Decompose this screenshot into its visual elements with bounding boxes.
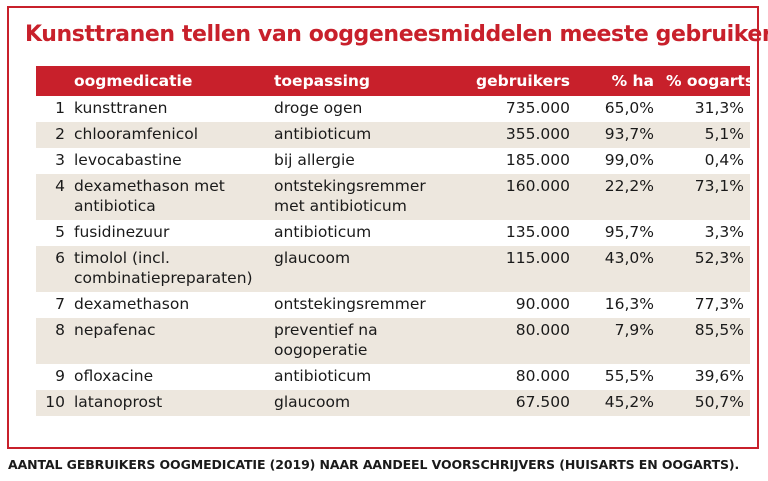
header-oogmedicatie: oogmedicatie (68, 66, 268, 96)
data-table: oogmedicatie toepassing gebruikers % ha … (36, 66, 754, 416)
cell-rank: 8 (36, 318, 68, 364)
cell-pct-ha: 43,0% (576, 246, 660, 292)
cell-rank: 10 (36, 390, 68, 416)
table-row: 2 chlooramfenicol antibioticum 355.000 9… (36, 122, 750, 148)
header-rank (36, 66, 68, 96)
cell-pct-oogarts: 31,3% (694, 99, 744, 117)
cell-toepassing: ontstekingsremmer met antibioticum (268, 174, 452, 220)
cell-gebruikers: 135.000 (505, 223, 570, 241)
cell-pct-oogarts: 0,4% (704, 151, 744, 169)
cell-toepassing: preventief na oogoperatie (268, 318, 452, 364)
table-frame: Kunsttranen tellen van ooggeneesmiddelen… (7, 6, 768, 449)
cell-pct-oogarts: 5,1% (660, 122, 750, 148)
cell-toepassing: antibioticum (274, 367, 372, 385)
cell-gebruikers: 355.000 (452, 122, 576, 148)
header-toepassing: toepassing (268, 66, 452, 96)
cell-pct-oogarts: 39,6% (694, 367, 744, 385)
table-row: 9 ofloxacine antibioticum 80.000 55,5% 3… (36, 364, 750, 390)
cell-toepassing: glaucoom (268, 390, 452, 416)
cell-gebruikers: 80.000 (452, 318, 576, 364)
cell-pct-ha: 65,0% (604, 99, 654, 117)
cell-pct-ha: 16,3% (604, 295, 654, 313)
header-row: oogmedicatie toepassing gebruikers % ha … (36, 66, 754, 96)
cell-oogmedicatie: latanoprost (68, 390, 268, 416)
cell-rank: 9 (55, 367, 65, 385)
cell-oogmedicatie: fusidinezuur (74, 223, 170, 241)
chart-title: Kunsttranen tellen van ooggeneesmiddelen… (25, 22, 768, 47)
cell-pct-ha: 45,2% (576, 390, 660, 416)
cell-toepassing: droge ogen (274, 99, 363, 117)
cell-oogmedicatie: dexamethason (74, 295, 190, 313)
cell-pct-oogarts: 50,7% (660, 390, 750, 416)
cell-pct-ha: 22,2% (576, 174, 660, 220)
cell-rank: 6 (36, 246, 68, 292)
table-row: 8 nepafenac preventief na oogoperatie 80… (36, 318, 750, 364)
table-row: 4 dexamethason met antibiotica ontstekin… (36, 174, 750, 220)
table-row: 7 dexamethason ontstekingsremmer 90.000 … (36, 292, 750, 318)
cell-gebruikers: 185.000 (505, 151, 570, 169)
cell-gebruikers: 90.000 (515, 295, 570, 313)
cell-gebruikers: 160.000 (452, 174, 576, 220)
cell-toepassing: glaucoom (268, 246, 452, 292)
cell-oogmedicatie: timolol (incl. combinatiepreparaten) (68, 246, 268, 292)
cell-oogmedicatie: levocabastine (74, 151, 182, 169)
cell-pct-ha: 55,5% (604, 367, 654, 385)
table-row: 10 latanoprost glaucoom 67.500 45,2% 50,… (36, 390, 750, 416)
cell-gebruikers: 80.000 (515, 367, 570, 385)
cell-pct-ha: 93,7% (576, 122, 660, 148)
chart-caption: AANTAL GEBRUIKERS OOGMEDICATIE (2019) NA… (8, 457, 740, 472)
cell-rank: 1 (55, 99, 65, 117)
cell-gebruikers: 67.500 (452, 390, 576, 416)
table-row: 3 levocabastine bij allergie 185.000 99,… (36, 148, 750, 174)
header-pct-ha: % ha (576, 66, 660, 96)
cell-gebruikers: 735.000 (505, 99, 570, 117)
header-pct-oogarts: % oogarts (660, 66, 754, 96)
cell-pct-ha: 95,7% (604, 223, 654, 241)
table-row: 6 timolol (incl. combinatiepreparaten) g… (36, 246, 750, 292)
cell-toepassing: antibioticum (274, 223, 372, 241)
header-gebruikers: gebruikers (452, 66, 576, 96)
cell-oogmedicatie: kunsttranen (74, 99, 168, 117)
table-row: 1 kunsttranen droge ogen 735.000 65,0% 3… (36, 96, 750, 122)
cell-rank: 3 (55, 151, 65, 169)
cell-pct-ha: 99,0% (604, 151, 654, 169)
cell-oogmedicatie: ofloxacine (74, 367, 154, 385)
cell-pct-oogarts: 73,1% (660, 174, 750, 220)
cell-toepassing: antibioticum (268, 122, 452, 148)
cell-oogmedicatie: nepafenac (68, 318, 268, 364)
table-row: 5 fusidinezuur antibioticum 135.000 95,7… (36, 220, 750, 246)
cell-pct-oogarts: 85,5% (660, 318, 750, 364)
cell-oogmedicatie: dexamethason met antibiotica (68, 174, 268, 220)
cell-pct-ha: 7,9% (576, 318, 660, 364)
cell-rank: 4 (36, 174, 68, 220)
cell-rank: 7 (55, 295, 65, 313)
cell-gebruikers: 115.000 (452, 246, 576, 292)
cell-pct-oogarts: 3,3% (704, 223, 744, 241)
cell-pct-oogarts: 52,3% (660, 246, 750, 292)
cell-oogmedicatie: chlooramfenicol (68, 122, 268, 148)
cell-pct-oogarts: 77,3% (694, 295, 744, 313)
cell-toepassing: ontstekingsremmer (274, 295, 426, 313)
cell-rank: 5 (55, 223, 65, 241)
cell-toepassing: bij allergie (274, 151, 355, 169)
cell-rank: 2 (36, 122, 68, 148)
